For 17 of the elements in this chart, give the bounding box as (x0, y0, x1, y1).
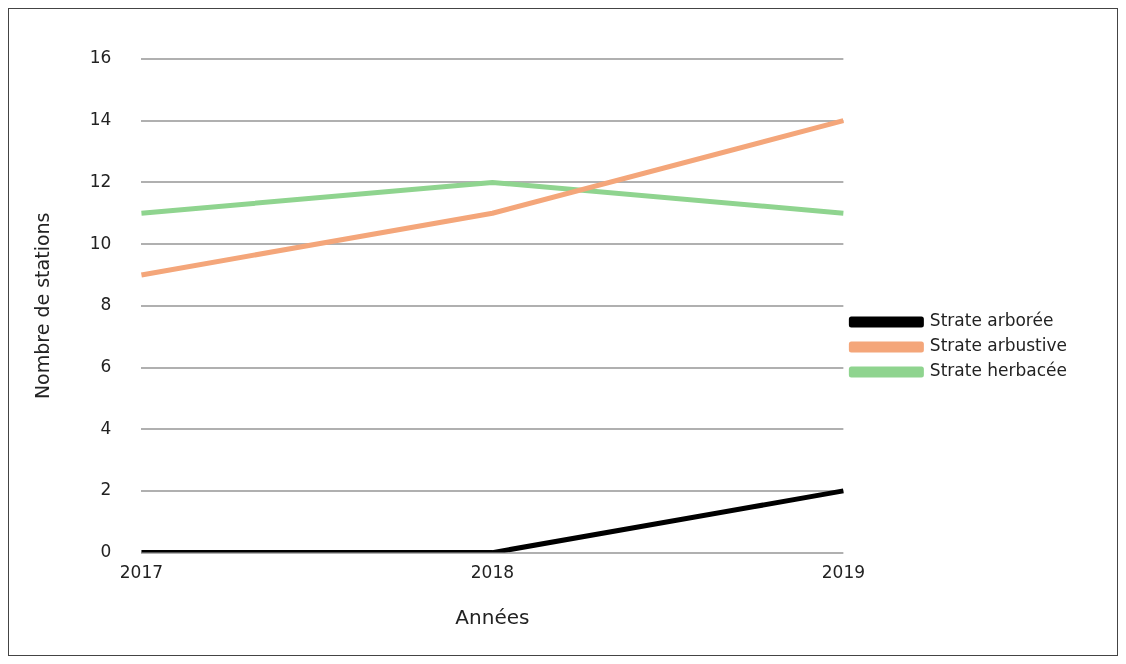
legend-label: Strate herbacée (929, 360, 1067, 381)
x-tick-label: 2018 (470, 562, 515, 583)
legend-label: Strate arbustive (929, 335, 1068, 356)
y-tick-label: 6 (100, 355, 112, 376)
y-tick-label: 14 (89, 109, 112, 130)
x-tick-label: 2017 (119, 562, 164, 583)
legend-label: Strate arborée (929, 310, 1054, 331)
y-tick-label: 0 (100, 541, 112, 562)
y-tick-label: 12 (89, 170, 112, 191)
y-tick-label: 2 (100, 479, 112, 500)
x-axis-title: Années (455, 605, 530, 630)
y-axis-title: Nombre de stations (31, 212, 54, 400)
y-tick-label: 8 (100, 294, 112, 315)
y-tick-label: 4 (100, 417, 112, 438)
x-tick-label: 2019 (821, 562, 865, 583)
y-tick-label: 16 (89, 47, 112, 68)
y-tick-label: 10 (89, 232, 112, 253)
